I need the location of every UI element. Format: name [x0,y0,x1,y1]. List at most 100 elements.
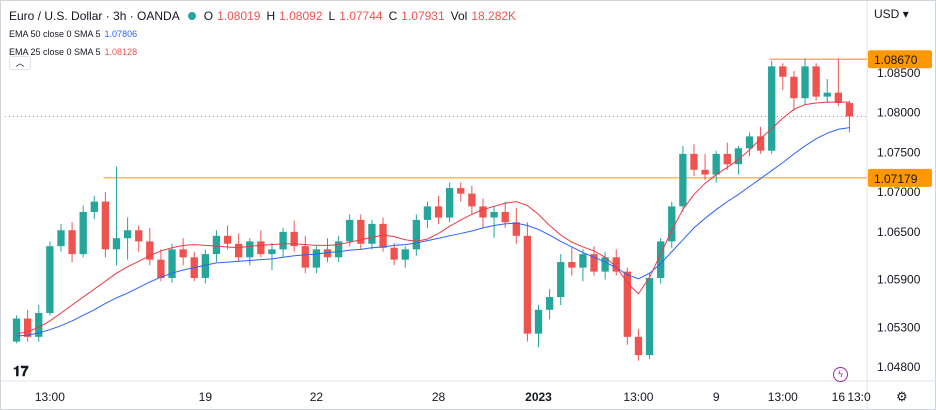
candle-body [445,188,454,218]
candle-body [368,223,376,244]
x-tick-label: 22 [310,390,324,404]
candle-body [290,231,298,247]
candle-body [812,66,820,97]
x-tick-label: 13:00 [623,390,653,404]
candle-body [434,206,443,218]
candle-body [268,249,276,255]
candle-body [135,230,143,242]
x-tick-label: 16 [832,390,846,404]
gear-icon[interactable]: ⚙ [896,389,908,404]
close-label: C [388,9,398,23]
candle-body [457,188,465,194]
candle-body [112,238,121,250]
candle-body [412,219,421,250]
y-tick-label: 1.05900 [877,273,921,287]
candle-body [157,259,165,278]
ema25-value: 1.08128 [104,47,138,57]
level-price-label: 1.07179 [874,172,918,186]
chevron-up-icon[interactable]: ︿ [9,56,31,70]
candle-body [246,241,254,258]
chevron-down-icon: ▾ [902,7,909,21]
candle-body [734,148,743,165]
low-value: 1.07744 [339,9,383,23]
y-tick-label: 1.08500 [877,66,921,80]
candle-body [745,136,754,149]
symbol-title[interactable]: Euro / U.S. Dollar · 3h · OANDA [9,9,180,23]
candle-body [845,102,854,117]
candle-body [57,230,65,247]
candle-body [768,66,776,151]
lightning-icon[interactable]: ϟ [833,367,848,382]
ema50-line [16,127,850,337]
candle-body [823,92,831,97]
currency-selector[interactable]: USD ▾ [874,7,909,21]
candle-body [301,246,309,268]
candle-body [590,254,598,272]
candle-body [690,153,698,170]
candle-body [779,66,787,77]
candle-body [679,153,687,207]
candle-body [756,136,765,151]
candle-body [579,254,587,268]
candle-body [656,241,665,278]
candle-body [557,262,565,298]
candle-body [323,249,332,258]
candle-body [668,206,676,242]
candle-body [423,206,432,220]
close-value: 1.07931 [401,9,445,23]
market-status-icon [187,12,196,20]
x-tick-label: 13:00 [35,390,65,404]
x-tick-label: 9 [713,390,720,404]
candle-body [479,206,487,218]
low-label: L [328,9,336,23]
candle-body [379,223,387,248]
candle-body [390,247,398,260]
legend-main-row: Euro / U.S. Dollar · 3h · OANDA O 1.08019… [9,9,518,23]
y-tick-label: 1.05300 [877,320,921,334]
candle-body [790,76,798,99]
ema50-legend[interactable]: EMA 50 close 0 SMA 5 1.07806 [9,27,518,41]
candle-body [223,235,232,244]
candle-body [168,249,176,278]
candle-body [179,249,187,258]
high-label: H [266,9,276,23]
candle-body [834,92,843,103]
ema50-value: 1.07806 [104,29,138,39]
candle-body [645,277,654,356]
candle-body [101,201,110,250]
y-tick-label: 1.07500 [877,145,921,159]
candle-body [257,241,265,255]
candle-body [12,318,21,342]
x-tick-label: 19 [199,390,213,404]
candle-body [146,241,154,260]
ema25-name: EMA 25 close 0 SMA 5 [9,47,101,57]
candle-body [346,219,354,242]
open-label: O [203,9,214,23]
candle-body [634,336,643,356]
candle-body [279,231,287,250]
x-tick-label: 28 [432,390,446,404]
candle-body [23,318,32,337]
candle-body [212,235,221,255]
ema25-legend[interactable]: EMA 25 close 0 SMA 5 1.08128 [9,45,518,59]
level-price-marker [868,168,932,187]
y-tick-label: 1.04800 [877,360,921,374]
volume-value: 18.282K [471,9,517,23]
candle-body [712,153,720,175]
candle-body [545,297,554,310]
tradingview-logo-icon[interactable]: 𝟏𝟕 [13,363,29,379]
candle-body [512,222,520,236]
ema50-name: EMA 50 close 0 SMA 5 [9,29,101,39]
y-tick-label: 1.06500 [877,225,921,239]
candle-body [523,235,532,334]
candle-body [234,243,243,258]
level-price-label: 1.08670 [874,53,918,67]
candle-body [357,219,365,244]
candle-body [401,249,409,260]
level-price-marker [868,50,932,69]
candle-body [334,241,343,258]
candle-body [801,66,809,99]
candle-body [490,211,498,218]
